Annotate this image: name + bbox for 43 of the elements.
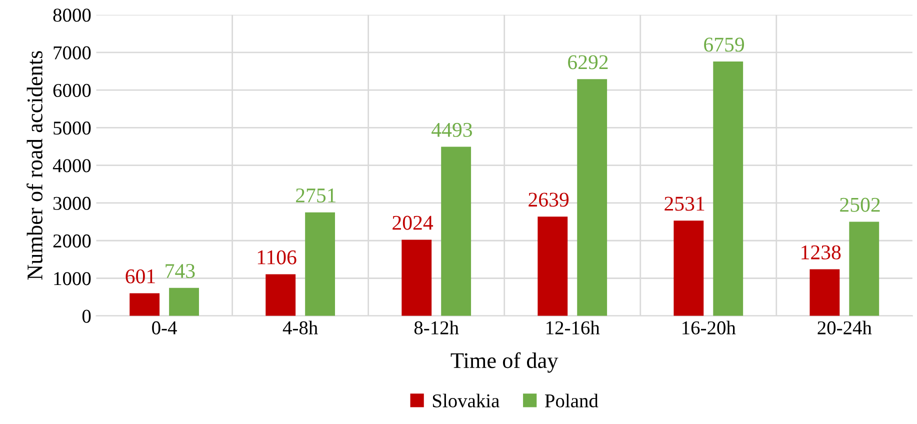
y-tick-label: 8000 xyxy=(53,8,91,22)
bar xyxy=(713,62,744,316)
y-tick-label: 5000 xyxy=(54,122,91,135)
x-axis-title: Time of day xyxy=(450,352,558,373)
y-tick-label: 1000 xyxy=(54,272,91,286)
x-tick-label: 12-16h xyxy=(546,320,600,334)
y-tick-label: 4000 xyxy=(52,159,91,172)
data-label: 1106 xyxy=(258,250,296,264)
x-tick-label: 16-20h xyxy=(682,320,736,334)
y-tick-label: 0 xyxy=(82,310,91,323)
bar xyxy=(674,220,704,316)
y-tick-label: 6000 xyxy=(53,84,91,98)
data-label: 2502 xyxy=(840,198,880,212)
bar xyxy=(849,222,880,316)
x-tick-label: 4-8h xyxy=(282,320,318,334)
y-tick-label: 7000 xyxy=(54,46,91,60)
x-tick-label: 0-4 xyxy=(152,321,177,334)
data-label: 2639 xyxy=(528,192,569,207)
data-label: 1238 xyxy=(802,245,841,260)
legend-label: Slovakia xyxy=(432,394,500,408)
bar xyxy=(538,216,568,316)
y-tick-label: 2000 xyxy=(53,234,91,248)
bar xyxy=(810,269,840,316)
legend-label: Poland xyxy=(544,394,598,408)
data-label: 6292 xyxy=(568,55,608,70)
bar xyxy=(441,146,472,316)
data-label: 2751 xyxy=(296,188,336,202)
data-label: 4493 xyxy=(432,122,472,137)
bar xyxy=(169,288,199,316)
x-tick-label: 20-24h xyxy=(818,320,872,334)
bar xyxy=(402,240,432,316)
bar xyxy=(577,79,608,316)
data-label: 743 xyxy=(166,264,195,278)
x-tick-label: 8-12h xyxy=(414,320,459,334)
data-label: 2024 xyxy=(392,216,434,230)
bar xyxy=(266,274,296,316)
data-label: 2531 xyxy=(664,196,704,211)
data-label: 6759 xyxy=(704,38,744,52)
data-label: 601 xyxy=(126,269,155,284)
bar xyxy=(305,212,336,316)
bar xyxy=(130,293,160,316)
y-tick-label: 3000 xyxy=(53,196,91,210)
y-axis-title: Number of road accidents xyxy=(26,51,42,280)
